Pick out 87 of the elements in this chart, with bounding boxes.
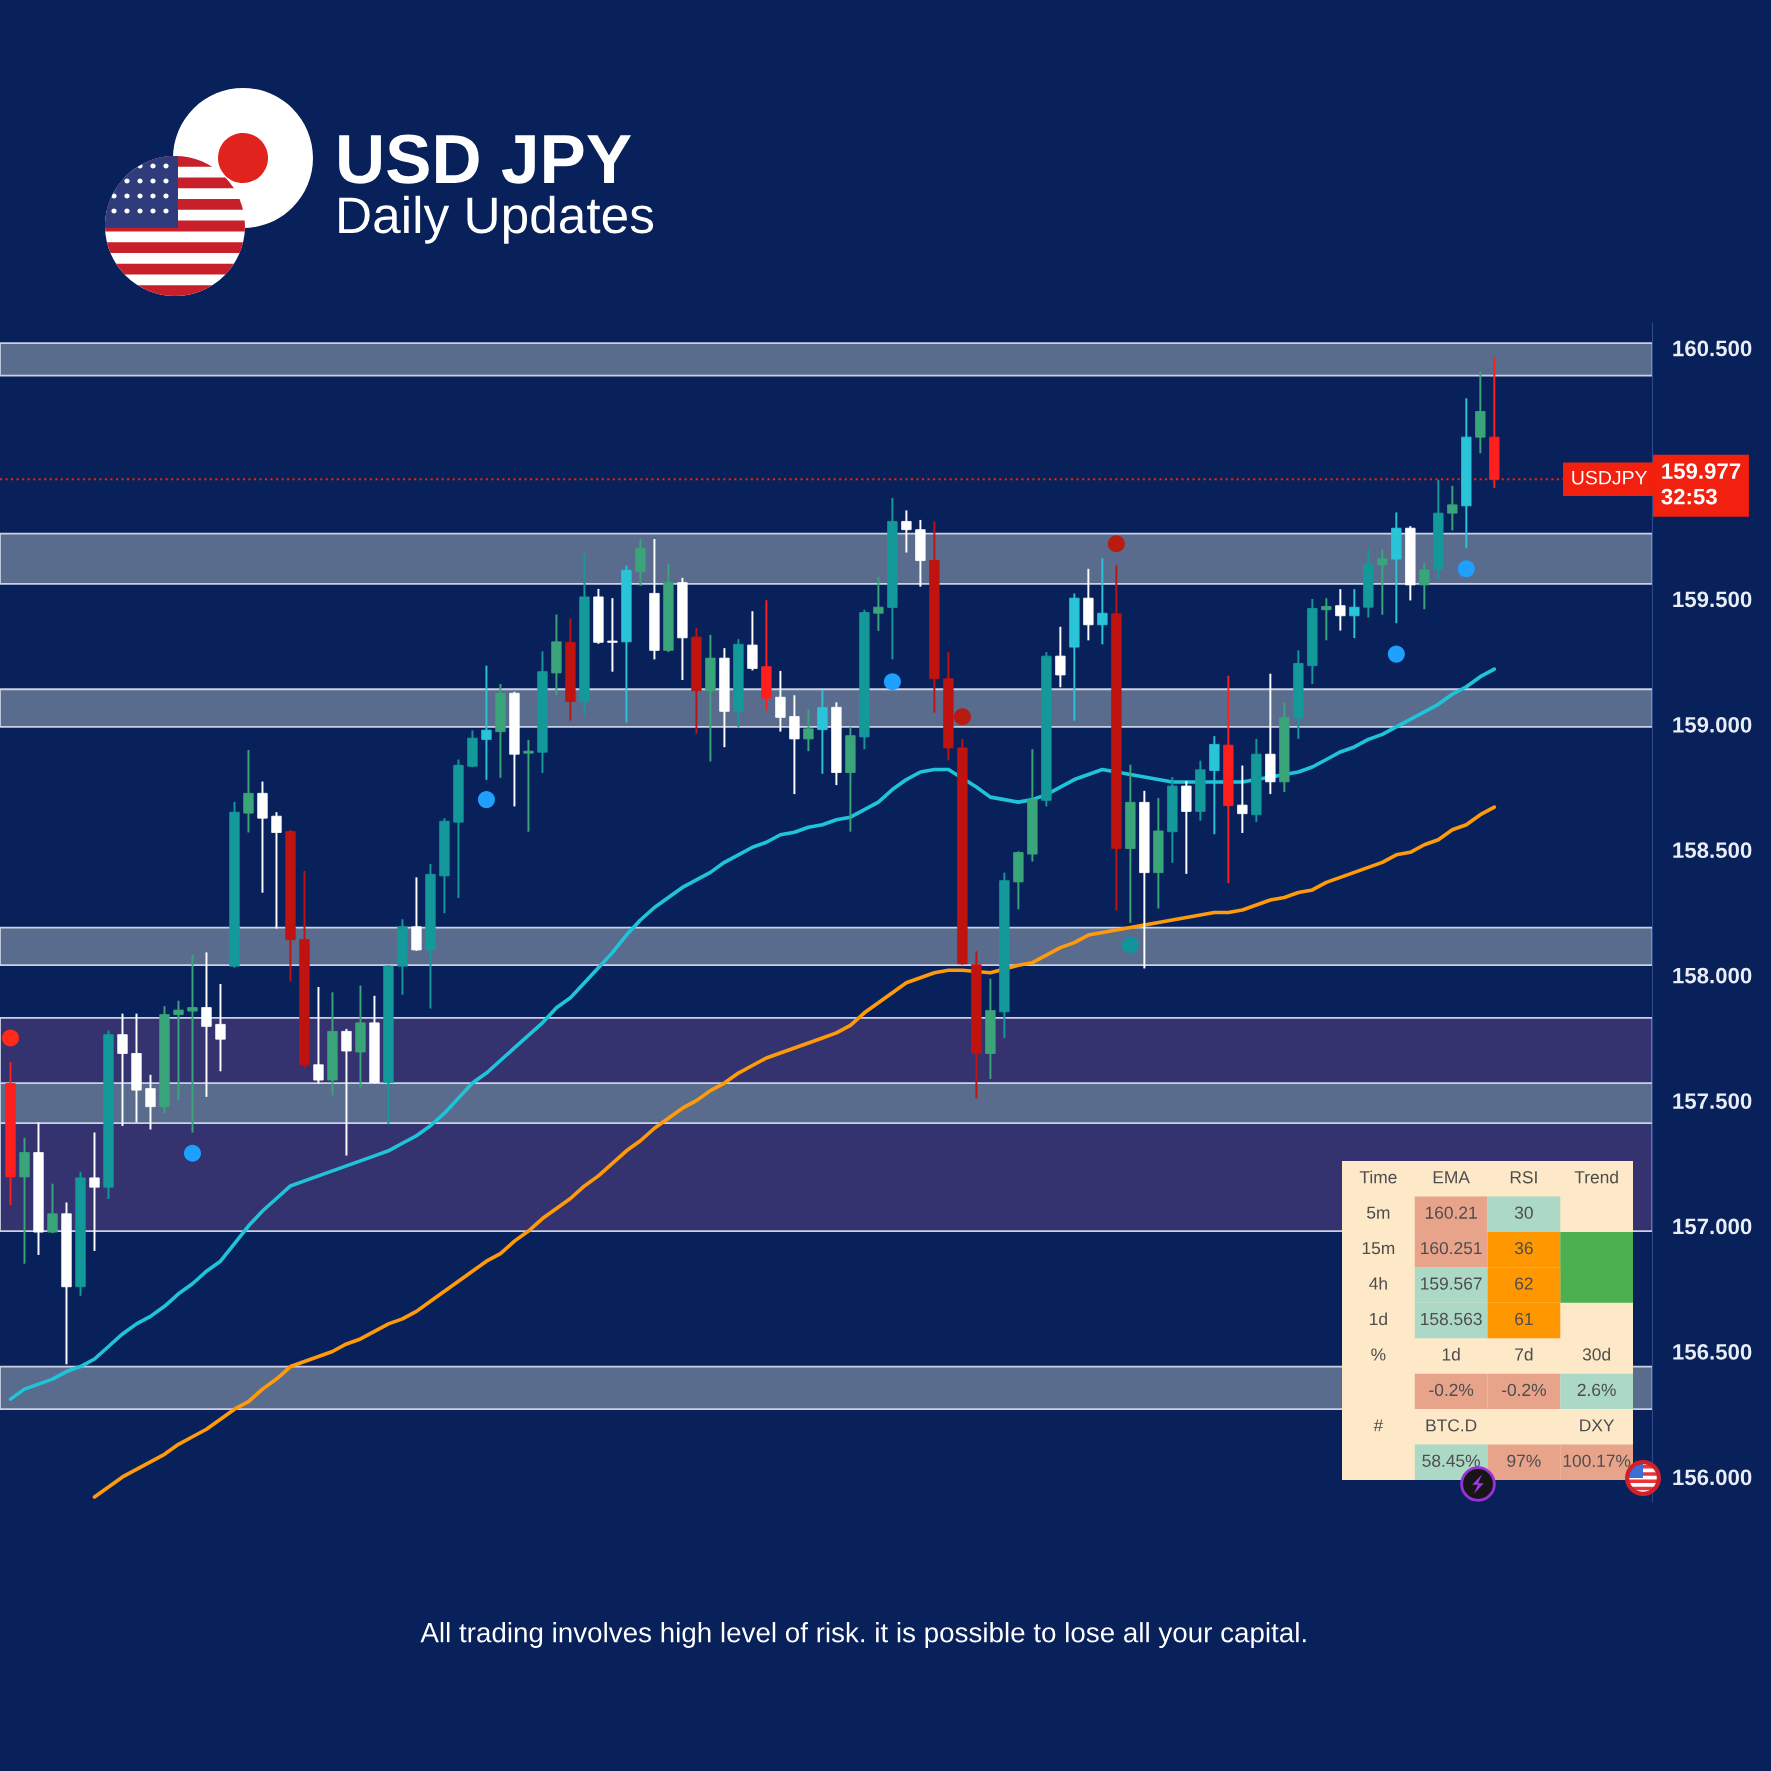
line-series xyxy=(8,667,1497,1401)
point xyxy=(883,673,901,691)
chart-title: USD JPY xyxy=(339,134,632,184)
candlestick xyxy=(201,951,212,1098)
candlestick xyxy=(1419,562,1430,611)
annotation: BTC.D xyxy=(1426,1419,1477,1432)
candlestick xyxy=(313,986,324,1085)
text: 62 xyxy=(1515,1277,1533,1290)
point xyxy=(477,791,495,809)
y-tick-label: 156.000 xyxy=(1673,1469,1752,1486)
text: 7d xyxy=(1515,1347,1533,1361)
y-tick-label: 157.500 xyxy=(1673,1093,1752,1109)
text: 2.6% xyxy=(1577,1383,1616,1397)
candlestick xyxy=(1055,625,1066,689)
candlestick xyxy=(747,610,758,672)
annotation: Time xyxy=(1359,1170,1397,1184)
y-tick-label: 159.000 xyxy=(1673,716,1752,733)
text: RSI xyxy=(1510,1171,1537,1184)
annotation: 158.563 xyxy=(1421,1312,1482,1326)
text: 36 xyxy=(1514,1241,1533,1255)
candlestick xyxy=(1237,764,1248,834)
annotation: 160.251 xyxy=(1421,1241,1482,1255)
point xyxy=(1107,535,1125,553)
candlestick xyxy=(117,1012,128,1127)
y-tick-label: 156.500 xyxy=(1673,1344,1752,1360)
candlestick xyxy=(789,694,800,796)
point xyxy=(1387,645,1405,663)
candlestick xyxy=(1335,588,1346,632)
annotation: -0.2% xyxy=(1429,1383,1474,1397)
candlestick xyxy=(1097,557,1108,646)
candlestick xyxy=(145,1073,156,1131)
candlestick xyxy=(411,876,422,952)
annotation: 1d xyxy=(1370,1312,1387,1326)
point xyxy=(953,708,971,726)
annotation: 1d xyxy=(1442,1347,1460,1361)
y-tick-label: 157.000 xyxy=(1673,1218,1752,1235)
candlestick xyxy=(817,689,828,775)
candlestick xyxy=(901,509,912,554)
text: 30 xyxy=(1514,1206,1533,1219)
candlestick xyxy=(47,1182,58,1235)
candlestick xyxy=(89,1131,100,1252)
candlestick xyxy=(1349,588,1360,640)
annotation: 58.45% xyxy=(1422,1454,1480,1467)
point xyxy=(1121,936,1139,954)
candlestick xyxy=(775,669,786,733)
annotation: 4h xyxy=(1369,1276,1387,1290)
y-tick-label: 158.000 xyxy=(1673,967,1752,984)
candlestick xyxy=(1377,548,1388,616)
y-tick-label: 159.500 xyxy=(1673,591,1752,608)
candlestick xyxy=(173,999,184,1102)
candlestick xyxy=(803,708,814,753)
point xyxy=(1457,560,1475,578)
candlestick xyxy=(873,575,884,632)
text: 61 xyxy=(1515,1312,1533,1326)
annotation: 5m xyxy=(1367,1206,1390,1219)
text: 100.17% xyxy=(1563,1454,1631,1467)
candlestick xyxy=(523,738,534,833)
annotation: 160.21 xyxy=(1425,1206,1477,1219)
text: -0.2% xyxy=(1501,1383,1546,1397)
y-tick-label: 160.500 xyxy=(1673,340,1752,357)
candlestick xyxy=(481,664,492,781)
text: DXY xyxy=(1580,1419,1615,1432)
text: All trading involves high level of risk. it is possible to lose all your capital. xyxy=(420,1622,1306,1648)
annotation: # xyxy=(1373,1419,1384,1432)
ref-line-label: 159.977 32:53 xyxy=(1661,463,1741,505)
annotation: 15m xyxy=(1362,1242,1395,1255)
candlestick xyxy=(1321,597,1332,642)
annotation: USDJPY xyxy=(1572,470,1648,485)
line-series xyxy=(92,805,1497,1499)
point xyxy=(183,1144,201,1162)
point xyxy=(1,1029,19,1047)
text: Trend xyxy=(1574,1170,1618,1184)
chart-subtitle: Daily Updates xyxy=(339,195,654,244)
candlestick xyxy=(607,597,618,673)
candlestick xyxy=(215,983,226,1073)
candlestick xyxy=(271,811,282,930)
annotation: % xyxy=(1371,1348,1386,1361)
candlestick xyxy=(341,1027,352,1157)
y-tick-label: 158.500 xyxy=(1673,842,1752,859)
candlestick xyxy=(243,748,254,834)
text: 97% xyxy=(1507,1454,1541,1467)
candlestick xyxy=(635,538,646,587)
candlestick xyxy=(187,953,198,1134)
annotation: EMA xyxy=(1433,1171,1470,1184)
candlestick xyxy=(1447,484,1458,532)
text: 30d xyxy=(1582,1347,1610,1361)
annotation: 159.567 xyxy=(1421,1277,1482,1290)
